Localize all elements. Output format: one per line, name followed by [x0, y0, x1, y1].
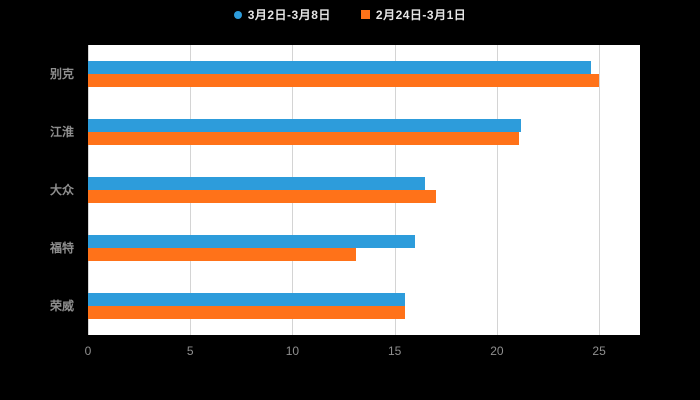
x-axis-label-10: 10 [285, 344, 300, 358]
gridline [599, 45, 601, 335]
bar-series2-福特 [88, 248, 356, 261]
bar-series1-别克 [88, 61, 591, 74]
y-axis-label-福特: 福特 [49, 241, 74, 255]
bar-series2-江淮 [88, 132, 520, 145]
bar-series1-福特 [88, 235, 416, 248]
legend-label-series1: 3月2日-3月8日 [247, 8, 331, 22]
bar-series2-别克 [88, 74, 600, 87]
legend-circle-marker-icon [233, 10, 242, 19]
y-axis-label-江淮: 江淮 [49, 125, 74, 139]
x-axis-label-5: 5 [186, 344, 194, 358]
legend-item-series1[interactable]: 3月2日-3月8日 [233, 6, 331, 23]
legend-square-marker-icon [360, 10, 370, 19]
y-axis-label-别克: 别克 [49, 67, 74, 81]
bar-series2-大众 [88, 190, 436, 203]
bar-series1-大众 [88, 177, 426, 190]
y-axis-label-荣威: 荣威 [49, 299, 74, 313]
bar-series2-荣威 [88, 306, 405, 319]
x-axis-label-20: 20 [490, 344, 504, 358]
plot-area [88, 45, 640, 335]
x-axis-label-0: 0 [84, 344, 92, 358]
x-axis-label-25: 25 [592, 344, 606, 358]
legend-item-series2[interactable]: 2月24日-3月1日 [360, 6, 467, 23]
y-axis-label-大众: 大众 [49, 183, 74, 197]
x-axis-label-15: 15 [387, 344, 402, 358]
bar-series1-江淮 [88, 119, 522, 132]
gridline [496, 45, 498, 335]
chart-legend: 3月2日-3月8日 2月24日-3月1日 [0, 6, 700, 23]
legend-label-series2: 2月24日-3月1日 [375, 8, 467, 22]
bar-series1-荣威 [88, 293, 405, 306]
